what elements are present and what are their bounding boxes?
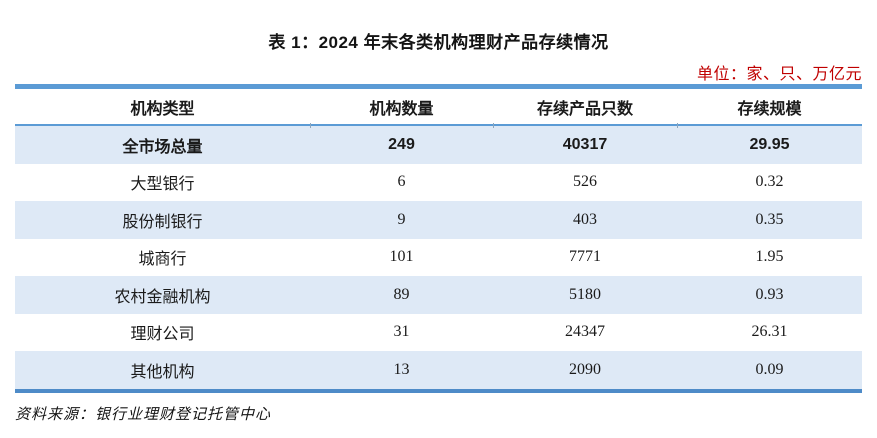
column-divider-tick <box>677 123 678 128</box>
source-note: 资料来源：银行业理财登记托管中心 <box>15 407 272 423</box>
cell-outstanding-scale: 29.95 <box>749 135 790 153</box>
cell-product-count: 403 <box>573 210 597 228</box>
cell-institution-count: 31 <box>393 323 410 341</box>
cell-institution-count: 89 <box>393 285 410 303</box>
cell-product-count: 5180 <box>569 285 601 303</box>
cell-institution-type: 股份制银行 <box>122 213 203 231</box>
table-row: 理财公司 31 24347 26.31 <box>15 313 862 351</box>
cell-institution-count: 249 <box>388 135 415 153</box>
header-institution-count: 机构数量 <box>369 100 434 118</box>
column-divider-tick <box>310 123 311 128</box>
table-row-total: 全市场总量 249 40317 29.95 <box>15 126 862 164</box>
header-institution-type: 机构类型 <box>130 100 195 118</box>
cell-institution-count: 101 <box>389 248 414 266</box>
cell-institution-count: 6 <box>397 173 406 191</box>
cell-outstanding-scale: 0.09 <box>755 360 784 378</box>
cell-outstanding-scale: 0.32 <box>755 173 784 191</box>
header-outstanding-scale: 存续规模 <box>737 100 802 118</box>
cell-institution-count: 9 <box>397 210 406 228</box>
unit-note: 单位：家、只、万亿元 <box>696 66 862 83</box>
column-divider-tick <box>493 123 494 128</box>
cell-outstanding-scale: 1.95 <box>755 248 784 266</box>
table-header-row: 机构类型 机构数量 存续产品只数 存续规模 <box>15 89 862 128</box>
cell-institution-type: 其他机构 <box>130 363 195 381</box>
cell-institution-type: 理财公司 <box>130 326 195 344</box>
table-row: 农村金融机构 89 5180 0.93 <box>15 276 862 314</box>
table-row: 股份制银行 9 403 0.35 <box>15 201 862 239</box>
cell-product-count: 2090 <box>569 360 601 378</box>
cell-product-count: 24347 <box>565 323 605 341</box>
institutions-table: 机构类型 机构数量 存续产品只数 存续规模 全市场总量 249 40317 29… <box>15 84 862 393</box>
cell-institution-count: 13 <box>393 360 410 378</box>
header-product-count: 存续产品只数 <box>536 100 633 118</box>
cell-institution-type: 农村金融机构 <box>114 288 211 306</box>
table-row: 其他机构 13 2090 0.09 <box>15 351 862 389</box>
cell-outstanding-scale: 0.93 <box>755 285 784 303</box>
cell-outstanding-scale: 0.35 <box>755 210 784 228</box>
cell-product-count: 526 <box>573 173 597 191</box>
cell-product-count: 7771 <box>569 248 601 266</box>
cell-outstanding-scale: 26.31 <box>751 323 788 341</box>
cell-product-count: 40317 <box>562 135 608 153</box>
table-row: 城商行 101 7771 1.95 <box>15 238 862 276</box>
cell-institution-type: 大型银行 <box>130 176 195 194</box>
cell-institution-type: 城商行 <box>138 251 187 269</box>
table-caption: 表 1：2024 年末各类机构理财产品存续情况 <box>268 33 609 52</box>
table-row: 大型银行 6 526 0.32 <box>15 163 862 201</box>
cell-institution-type: 全市场总量 <box>122 138 203 156</box>
